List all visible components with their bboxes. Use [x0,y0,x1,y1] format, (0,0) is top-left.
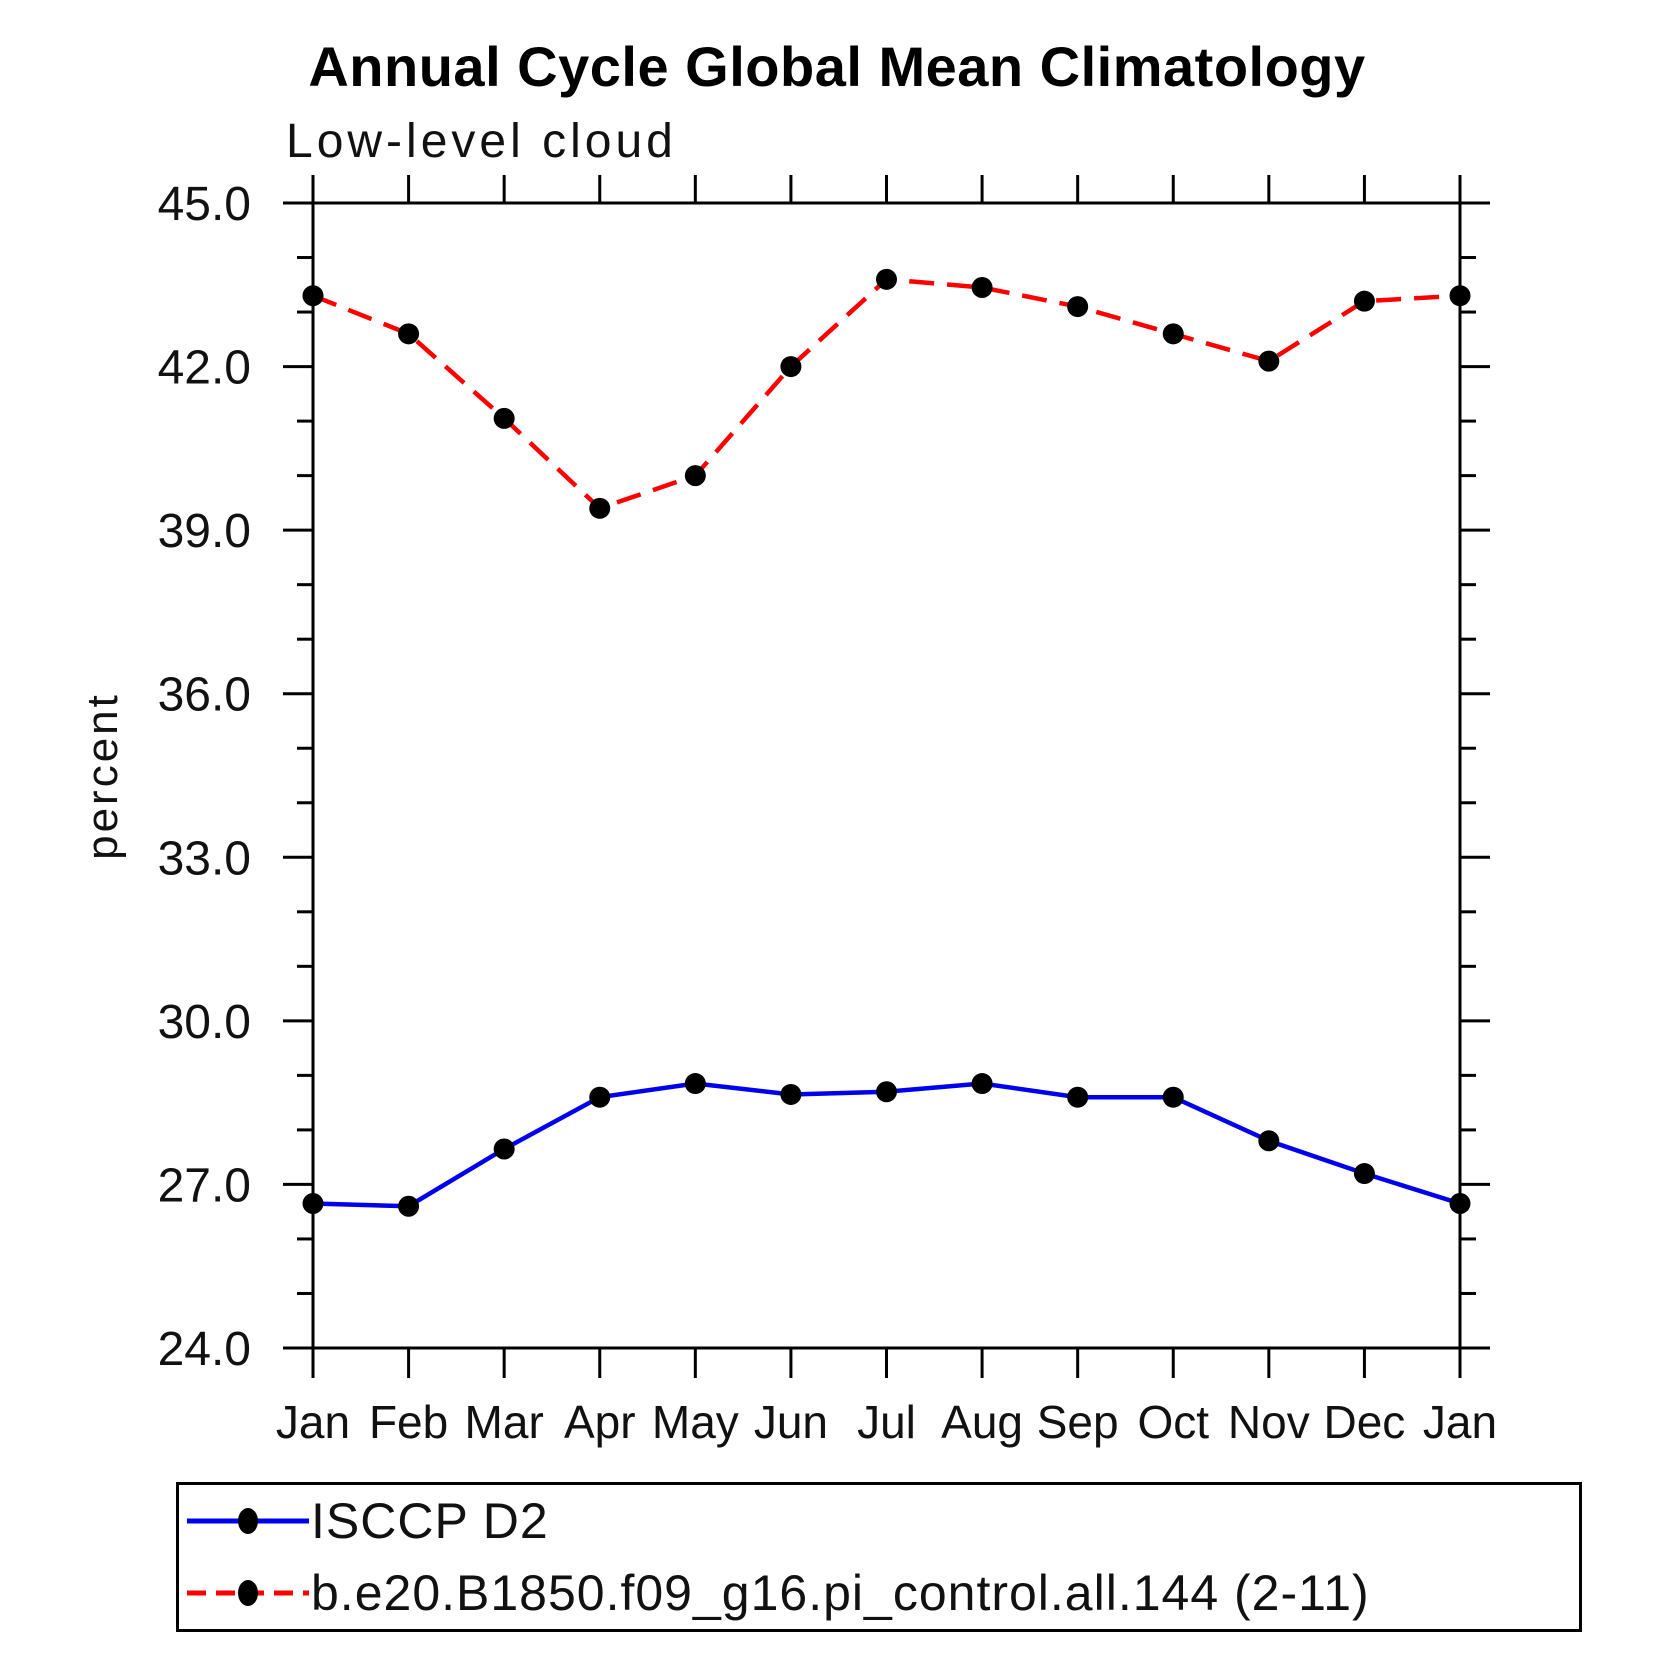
x-tick-label: Jun [754,1396,828,1448]
y-tick-label: 45.0 [158,178,251,231]
x-tick-label: Mar [465,1396,544,1448]
x-tick-label: Aug [941,1396,1023,1448]
data-point-marker [684,465,706,487]
x-tick-label: May [652,1396,739,1448]
data-point-marker [1449,285,1471,307]
data-point-marker [780,1083,802,1105]
data-point-marker [1258,1130,1280,1152]
data-point-marker [1353,290,1375,312]
y-tick-label: 24.0 [158,1323,251,1376]
data-point-marker [780,356,802,378]
data-point-marker [876,1081,897,1103]
x-tick-label: Jan [276,1396,350,1448]
y-tick-label: 30.0 [158,996,251,1049]
x-tick-label: Jul [857,1396,916,1448]
data-point-marker [302,285,324,307]
x-tick-label: Jan [1423,1396,1497,1448]
data-point-marker [1067,1086,1089,1108]
x-tick-label: Sep [1037,1396,1119,1448]
data-point-marker [876,268,897,290]
data-point-marker [1067,296,1089,318]
y-tick-label: 27.0 [158,1159,251,1212]
y-tick-label: 39.0 [158,505,251,558]
x-tick-label: Nov [1228,1396,1310,1448]
legend-label-isccp: ISCCP D2 [311,1493,549,1549]
data-point-marker [493,1138,515,1160]
legend-entry-isccp: ISCCP D2 [185,1489,1573,1553]
data-point-marker [1162,323,1184,345]
legend-box: ISCCP D2 b.e20.B1850.f09_g16.pi_control.… [176,1482,1582,1632]
legend-marker-dot [238,1580,258,1606]
y-tick-label: 33.0 [158,832,251,885]
x-tick-label: Feb [369,1396,448,1448]
y-tick-label: 36.0 [158,669,251,722]
data-point-marker [302,1193,324,1215]
legend-key-isccp [187,1508,309,1534]
x-tick-label: Apr [564,1396,636,1448]
series-line-1 [312,277,1461,511]
data-point-marker [684,1073,706,1095]
chart-title: Annual Cycle Global Mean Climatology [308,35,1366,98]
data-point-marker [398,323,420,345]
data-point-marker [589,497,611,519]
data-point-marker [1353,1163,1375,1185]
data-point-marker [1162,1086,1184,1108]
x-tick-label: Oct [1137,1396,1209,1448]
legend-key-model [187,1580,309,1606]
y-tick-label: 42.0 [158,342,251,395]
data-point-marker [493,407,515,429]
data-point-marker [589,1086,611,1108]
data-point-marker [971,1073,993,1095]
legend-marker-dot [238,1508,258,1534]
data-point-marker [1258,350,1280,372]
legend-entry-model: b.e20.B1850.f09_g16.pi_control.all.144 (… [185,1561,1573,1625]
chart-subtitle: Low-level cloud [286,115,677,168]
legend-label-model: b.e20.B1850.f09_g16.pi_control.all.144 (… [311,1565,1370,1621]
x-tick-label: Dec [1324,1396,1406,1448]
data-point-marker [971,277,993,299]
data-point-marker [398,1195,420,1217]
axis-frame [311,201,1462,1350]
data-point-marker [1449,1193,1471,1215]
